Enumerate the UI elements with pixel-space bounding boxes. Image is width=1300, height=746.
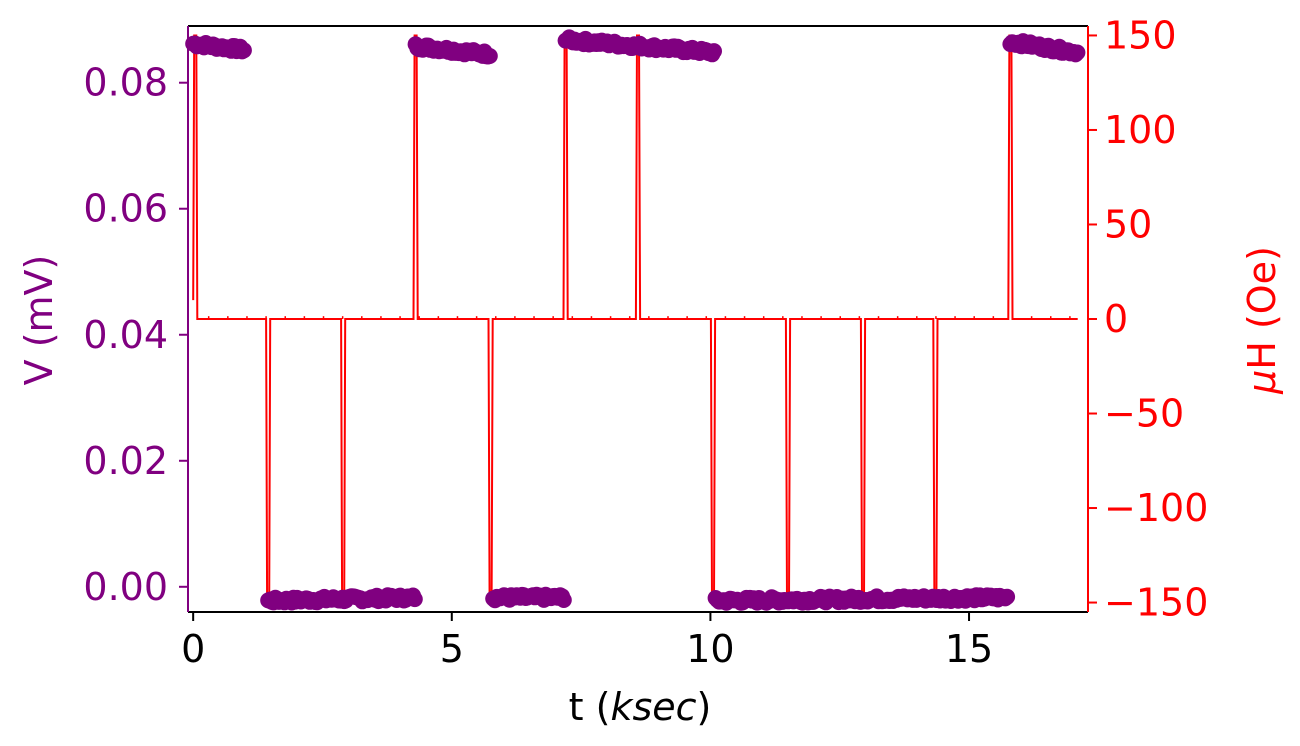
right-y-tick-label: −100 xyxy=(1104,486,1208,530)
left-y-tick-label: 0.02 xyxy=(83,439,168,483)
voltage-point xyxy=(406,591,423,608)
x-tick-label: 5 xyxy=(440,627,464,671)
right-y-tick-label: −150 xyxy=(1104,581,1208,625)
x-tick-label: 0 xyxy=(181,627,205,671)
right-y-tick-label: 100 xyxy=(1104,108,1177,152)
left-y-tick-label: 0.04 xyxy=(83,313,168,357)
x-axis-ticks: 0 5 10 15 xyxy=(181,612,993,671)
left-y-axis-label: V (mV) xyxy=(17,255,61,386)
left-y-axis-ticks: 0.00 0.02 0.04 0.06 0.08 xyxy=(83,61,188,609)
right-y-tick-label: 0 xyxy=(1104,297,1128,341)
left-y-tick-label: 0.08 xyxy=(83,61,168,105)
voltage-segment xyxy=(707,587,1016,611)
right-y-tick-label: 150 xyxy=(1104,13,1177,57)
voltage-segment xyxy=(260,587,423,611)
field-series-line xyxy=(192,34,1078,604)
x-axis-label-close: ) xyxy=(697,685,712,729)
right-y-tick-label: −50 xyxy=(1104,392,1184,436)
voltage-segment xyxy=(557,29,722,63)
x-axis-label: t (ksec) xyxy=(569,685,712,729)
x-tick-label: 15 xyxy=(945,627,993,671)
voltage-point xyxy=(1069,44,1086,61)
voltage-segment xyxy=(1002,33,1086,63)
left-y-tick-label: 0.00 xyxy=(83,565,168,609)
right-y-axis-ticks: −150 −100 −50 0 50 100 150 xyxy=(1088,13,1208,625)
x-tick-label: 10 xyxy=(686,627,734,671)
voltage-series-markers xyxy=(185,29,1086,611)
right-y-tick-label: 50 xyxy=(1104,202,1152,246)
voltage-segment xyxy=(185,35,252,60)
x-axis-label-main: t ( xyxy=(569,685,611,729)
right-y-axis-label-mu: μ xyxy=(1240,370,1284,395)
left-y-tick-label: 0.06 xyxy=(83,187,168,231)
field-line-path xyxy=(192,34,1078,604)
field-noise xyxy=(207,316,1071,319)
voltage-point xyxy=(555,592,572,608)
right-y-axis-label: μH (Oe) xyxy=(1240,246,1284,395)
right-y-axis-label-rest: H (Oe) xyxy=(1240,246,1284,370)
voltage-point xyxy=(706,43,722,60)
voltage-point xyxy=(999,588,1016,605)
voltage-segment xyxy=(485,586,572,609)
voltage-segment xyxy=(407,36,498,65)
voltage-point xyxy=(481,48,498,64)
voltage-point xyxy=(235,42,252,59)
x-axis-label-unit: ksec xyxy=(610,685,696,729)
